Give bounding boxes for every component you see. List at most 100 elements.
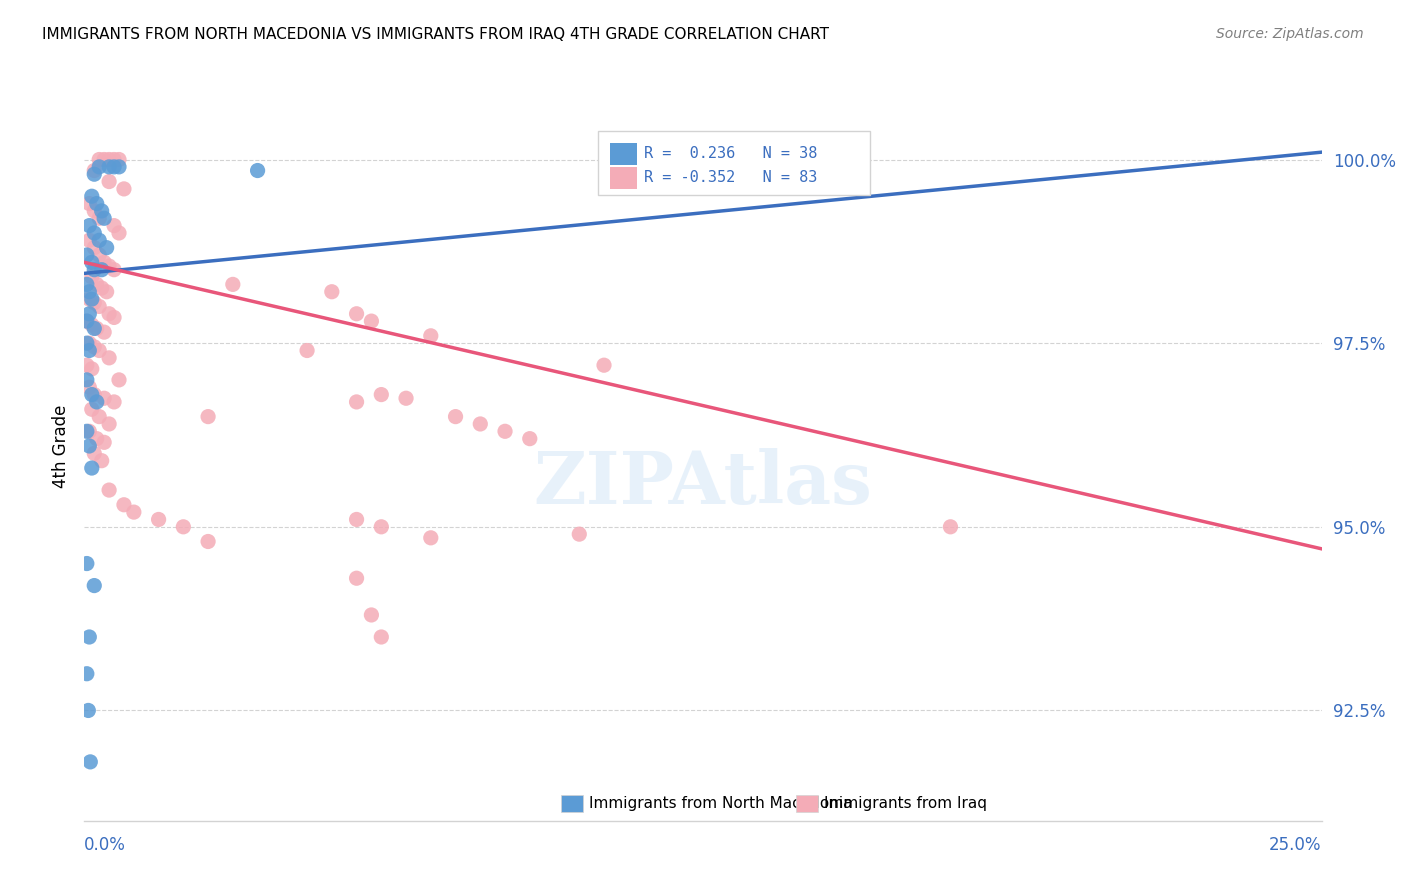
Text: 0.0%: 0.0% [84, 836, 127, 854]
Point [98, 175, 121, 189]
Point [86, 196, 108, 211]
Point [112, 182, 135, 196]
Point [89, 343, 111, 358]
Point [80, 402, 103, 417]
Point [76, 373, 98, 387]
Point [346, 395, 368, 409]
Point [98, 307, 121, 321]
Point [80, 270, 103, 285]
Point [197, 409, 219, 424]
Point [103, 310, 125, 325]
Point [86, 432, 108, 446]
Point [419, 531, 441, 545]
Point [346, 307, 368, 321]
Point [89, 211, 111, 226]
Point [80, 461, 103, 475]
Point [86, 277, 108, 292]
Text: Immigrants from Iraq: Immigrants from Iraq [824, 796, 987, 811]
Point [246, 163, 269, 178]
Bar [610, 143, 637, 165]
Point [108, 226, 131, 240]
Point [395, 391, 418, 405]
Point [83, 241, 105, 255]
Point [76, 314, 98, 328]
Point [90, 281, 112, 295]
Point [346, 512, 368, 526]
Point [83, 387, 105, 401]
Point [370, 520, 392, 534]
Point [103, 160, 125, 174]
Point [96, 241, 118, 255]
Point [80, 362, 103, 376]
Text: Immigrants from North Macedonia: Immigrants from North Macedonia [589, 796, 852, 811]
Point [79, 343, 101, 358]
Point [112, 498, 135, 512]
Point [80, 318, 103, 332]
Point [197, 534, 219, 549]
Point [90, 262, 112, 277]
Point [89, 233, 111, 247]
Point [80, 189, 103, 203]
Bar [610, 167, 637, 189]
Point [76, 425, 98, 439]
Point [90, 453, 112, 467]
Point [108, 373, 131, 387]
Point [83, 340, 105, 354]
Text: 25.0%: 25.0% [1270, 836, 1322, 854]
Point [419, 328, 441, 343]
Point [98, 259, 121, 273]
Text: ZIPAtlas: ZIPAtlas [533, 448, 873, 519]
Y-axis label: 4th Grade: 4th Grade [52, 404, 70, 488]
Point [93, 325, 115, 339]
Point [79, 425, 101, 439]
Point [89, 409, 111, 424]
Point [98, 483, 121, 497]
Point [89, 153, 111, 167]
Point [79, 233, 101, 247]
Point [346, 571, 368, 585]
Point [96, 285, 118, 299]
Point [80, 255, 103, 269]
Bar [796, 795, 818, 812]
Point [939, 520, 962, 534]
Point [444, 409, 467, 424]
Bar [561, 795, 583, 812]
Point [79, 380, 101, 394]
Point [83, 295, 105, 310]
Point [89, 160, 111, 174]
Point [93, 435, 115, 450]
Point [108, 153, 131, 167]
Point [80, 387, 103, 401]
Point [83, 203, 105, 218]
Point [494, 425, 516, 439]
Point [83, 167, 105, 181]
Point [295, 343, 318, 358]
Point [79, 219, 101, 233]
Point [79, 196, 101, 211]
Point [98, 153, 121, 167]
Point [79, 292, 101, 306]
Text: R =  0.236   N = 38: R = 0.236 N = 38 [644, 146, 817, 161]
Point [83, 226, 105, 240]
Point [76, 358, 98, 372]
Point [76, 666, 98, 681]
Point [79, 630, 101, 644]
Point [321, 285, 343, 299]
Point [222, 277, 245, 292]
Point [108, 160, 131, 174]
Point [83, 163, 105, 178]
Point [83, 321, 105, 335]
Point [103, 262, 125, 277]
Point [83, 446, 105, 460]
Point [76, 336, 98, 351]
Point [79, 755, 101, 769]
Point [89, 248, 111, 262]
Point [93, 255, 115, 269]
Point [98, 351, 121, 365]
Text: IMMIGRANTS FROM NORTH MACEDONIA VS IMMIGRANTS FROM IRAQ 4TH GRADE CORRELATION CH: IMMIGRANTS FROM NORTH MACEDONIA VS IMMIG… [42, 27, 830, 42]
Point [89, 300, 111, 314]
Point [76, 277, 98, 292]
Point [76, 314, 98, 328]
Point [98, 160, 121, 174]
Point [79, 285, 101, 299]
